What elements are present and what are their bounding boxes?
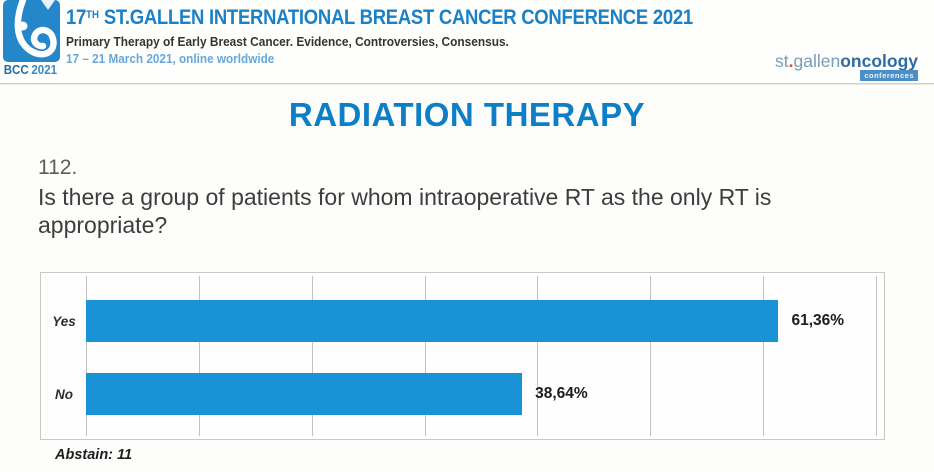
brand-oncology: oncology bbox=[840, 51, 918, 71]
brand-dot: . bbox=[788, 51, 794, 71]
stgallen-oncology-logo: st.gallenoncology conferences bbox=[775, 51, 918, 81]
gridline bbox=[876, 276, 877, 436]
bcc-logo-caption-bold: BCC bbox=[3, 63, 29, 77]
bcc-logo-caption-year: 2021 bbox=[31, 63, 57, 77]
bcc-logo-caption: BCC 2021 bbox=[0, 63, 61, 77]
conference-title-rest: ST.GALLEN INTERNATIONAL BREAST CANCER CO… bbox=[98, 6, 693, 29]
conference-header-text: 17TH ST.GALLEN INTERNATIONAL BREAST CANC… bbox=[66, 6, 778, 66]
conference-subtitle: Primary Therapy of Early Breast Cancer. … bbox=[66, 35, 509, 49]
question-number: 112. bbox=[38, 156, 78, 179]
gridline bbox=[537, 276, 539, 436]
bar-value-no: 38,64% bbox=[535, 385, 588, 402]
conference-title-ordinal: TH bbox=[86, 9, 99, 21]
bar-yes bbox=[86, 300, 779, 342]
bcc-conference-logo bbox=[3, 0, 60, 62]
bar-row-yes: 61,36% bbox=[86, 300, 876, 342]
brand-gallen: gallen bbox=[793, 51, 841, 71]
abstain-note: Abstain: 11 bbox=[55, 447, 133, 463]
category-label-yes: Yes bbox=[52, 314, 76, 329]
slide-header: BCC 2021 17TH ST.GALLEN INTERNATIONAL BRE… bbox=[0, 0, 934, 85]
bar-no bbox=[86, 373, 523, 415]
gridline bbox=[424, 276, 426, 436]
bar-value-yes: 61,36% bbox=[791, 312, 845, 329]
category-label-no: No bbox=[55, 387, 73, 402]
conference-title-number: 17 bbox=[66, 6, 87, 29]
brand-st: st bbox=[775, 51, 789, 71]
chart-plot-area: 61,36% 38,64% bbox=[86, 273, 877, 439]
bar-row-no: 38,64% bbox=[86, 373, 876, 415]
gridline bbox=[311, 276, 313, 436]
conference-dates: 17 – 21 March 2021, online worldwide bbox=[66, 52, 275, 66]
poll-bar-chart: Yes No 61,36% 38,64% bbox=[40, 272, 885, 440]
conference-title: 17TH ST.GALLEN INTERNATIONAL BREAST CANC… bbox=[66, 6, 693, 30]
header-divider bbox=[0, 83, 934, 85]
gridline bbox=[86, 276, 87, 436]
gridline bbox=[650, 276, 652, 436]
brand-conferences-tag: conferences bbox=[860, 70, 918, 81]
section-title: RADIATION THERAPY bbox=[288, 96, 646, 133]
bcc-logo-drop-icon bbox=[14, 0, 57, 58]
gridline bbox=[198, 276, 200, 436]
gridline bbox=[763, 276, 765, 436]
question-text: Is there a group of patients for whom in… bbox=[38, 184, 772, 239]
